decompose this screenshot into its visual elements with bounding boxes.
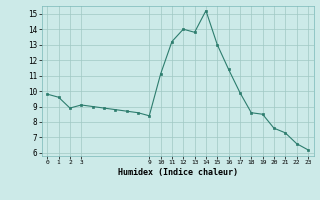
X-axis label: Humidex (Indice chaleur): Humidex (Indice chaleur) <box>118 168 237 177</box>
